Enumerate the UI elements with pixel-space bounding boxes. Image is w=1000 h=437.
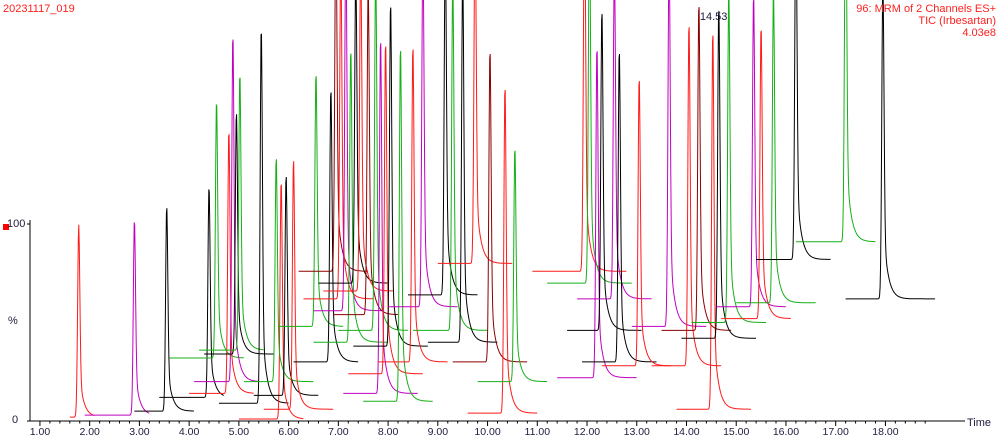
x-tick-label: 10.00 <box>474 426 500 437</box>
trace-37 <box>477 150 548 383</box>
x-tick-label: 12.00 <box>574 426 600 437</box>
x-tick-label: 1.00 <box>30 426 51 437</box>
trace-10 <box>219 33 289 404</box>
y-tick-label-100: 100 <box>7 218 26 230</box>
x-tick-layer: 1.00 2.00 3.00 4.00 5.00 6.00 7.00 8.00 9.00 10.0… <box>30 421 926 437</box>
trace-55 <box>795 0 876 243</box>
trace-52 <box>721 30 791 320</box>
trace-43 <box>582 53 657 363</box>
trace-12 <box>243 159 314 383</box>
sample-id-label: 20231117_019 <box>3 3 75 15</box>
x-tick-label: 14.00 <box>673 426 699 437</box>
trace-1 <box>69 224 95 418</box>
trace-54 <box>756 0 831 260</box>
trace-26 <box>348 46 423 375</box>
trace-31 <box>408 0 478 296</box>
y-tick-label-0: 0 <box>12 414 19 426</box>
trace-47 <box>661 7 732 331</box>
trace-48 <box>676 35 751 410</box>
x-tick-label: 7.00 <box>328 426 349 437</box>
trace-41 <box>567 14 642 331</box>
x-tick-label: 9.00 <box>428 426 449 437</box>
trace-4 <box>159 189 224 398</box>
trace-46 <box>651 27 722 367</box>
trace-34 <box>437 0 513 264</box>
trace-45 <box>631 0 707 327</box>
trace-18 <box>303 0 373 300</box>
trace-label: TIC (Irbesartan) <box>918 15 996 27</box>
trace-42 <box>577 0 652 300</box>
trace-6 <box>189 134 254 394</box>
trace-16 <box>293 92 359 363</box>
trace-15 <box>278 76 344 327</box>
trace-29 <box>378 49 448 363</box>
trace-25 <box>343 43 418 394</box>
trace-50 <box>691 0 766 323</box>
x-tick-label: 17.00 <box>823 426 849 437</box>
x-tick-label: 3.00 <box>129 426 150 437</box>
function-label: 96: MRM of 2 Channels ES+ <box>856 3 996 15</box>
trace-49 <box>681 11 756 339</box>
trace-20 <box>313 53 388 343</box>
trace-56 <box>845 0 936 300</box>
trace-19 <box>313 0 383 312</box>
x-tick-label: 11.00 <box>525 426 551 437</box>
trace-30 <box>388 0 458 308</box>
trace-53 <box>736 0 816 304</box>
x-tick-label: 6.00 <box>278 426 299 437</box>
x-tick-label: 5.00 <box>229 426 250 437</box>
red-square-marker <box>3 224 9 230</box>
trace-3 <box>134 208 194 412</box>
x-tick-label: 2.00 <box>79 426 100 437</box>
y-axis-label: % <box>8 315 18 327</box>
trace-38 <box>532 0 627 272</box>
trace-32 <box>413 0 488 331</box>
x-tick-label: 13.00 <box>624 426 650 437</box>
trace-40 <box>557 51 637 379</box>
x-tick-label: 15.00 <box>723 426 749 437</box>
trace-22 <box>323 0 393 292</box>
trace-21 <box>318 0 388 284</box>
trace-8 <box>204 114 274 355</box>
x-tick-label: 4.00 <box>179 426 200 437</box>
trace-11 <box>238 184 304 420</box>
intensity-label: 4.03e8 <box>962 27 996 39</box>
header-info: 96: MRM of 2 Channels ES+ TIC (Irbesarta… <box>856 3 996 39</box>
trace-13 <box>253 176 319 396</box>
trace-7 <box>194 39 259 383</box>
x-tick-label: 18.00 <box>872 426 898 437</box>
x-tick-label: 16.00 <box>773 426 799 437</box>
trace-51 <box>716 0 786 308</box>
x-tick-label: 8.00 <box>378 426 399 437</box>
trace-27 <box>353 7 428 347</box>
trace-33 <box>427 0 498 343</box>
trace-9 <box>199 77 264 351</box>
trace-35 <box>452 53 528 363</box>
trace-36 <box>467 89 538 414</box>
trace-23 <box>333 0 398 316</box>
trace-24 <box>338 0 408 331</box>
trace-44 <box>601 81 672 367</box>
top-peak-label: 14.53 <box>699 11 728 23</box>
trace-17 <box>298 0 369 272</box>
x-axis-label: Time <box>967 417 992 429</box>
trace-14 <box>263 161 334 410</box>
trace-2 <box>84 222 150 416</box>
trace-layer <box>69 0 936 420</box>
trace-5 <box>169 104 244 359</box>
trace-28 <box>363 51 433 402</box>
